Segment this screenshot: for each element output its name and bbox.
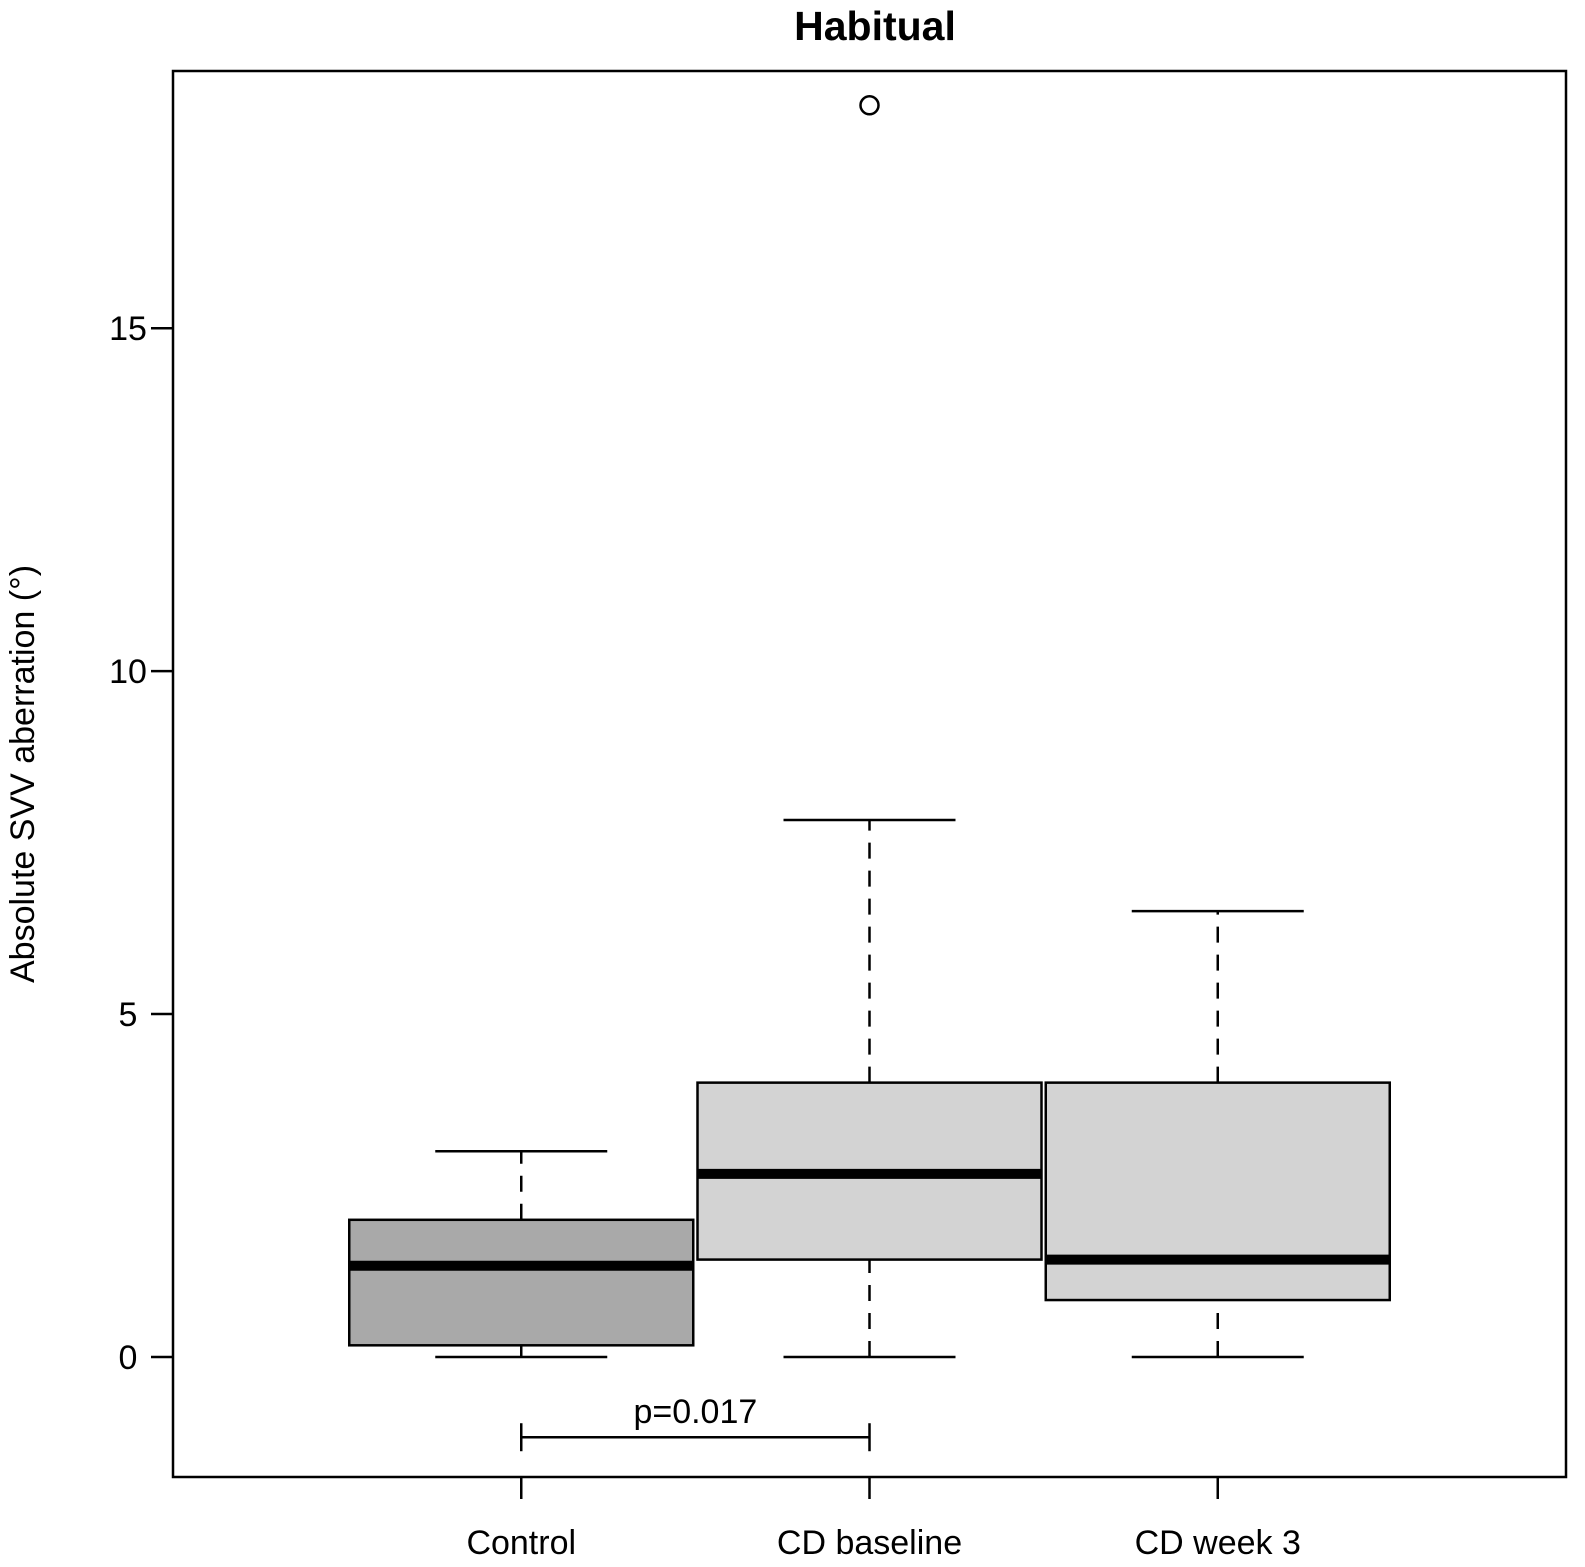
y-tick-label: 15 bbox=[109, 310, 147, 348]
boxes bbox=[348, 95, 1391, 1359]
y-tick-label: 5 bbox=[119, 996, 138, 1034]
p-value-label: p=0.017 bbox=[633, 1393, 757, 1431]
x-tick-label: CD week 3 bbox=[1135, 1524, 1301, 1562]
box-group bbox=[1044, 909, 1391, 1359]
x-tick-label: CD baseline bbox=[777, 1524, 962, 1562]
chart-title: Habitual bbox=[794, 3, 956, 49]
outlier-point bbox=[859, 95, 880, 116]
y-tick-label: 10 bbox=[109, 653, 147, 691]
y-tick-label: 0 bbox=[119, 1339, 138, 1377]
significance-annotation: p=0.017 bbox=[520, 1393, 871, 1452]
box-group bbox=[348, 1149, 695, 1359]
y-axis-label: Absolute SVV aberration (°) bbox=[4, 565, 42, 983]
box-group bbox=[696, 95, 1043, 1359]
box-iqr bbox=[348, 1218, 695, 1347]
x-axis: Control CD baseline CD week 3 bbox=[466, 1477, 1301, 1562]
y-axis: 0 5 10 15 bbox=[109, 310, 173, 1377]
x-tick-label: Control bbox=[466, 1524, 576, 1562]
box-iqr bbox=[1044, 1081, 1391, 1302]
